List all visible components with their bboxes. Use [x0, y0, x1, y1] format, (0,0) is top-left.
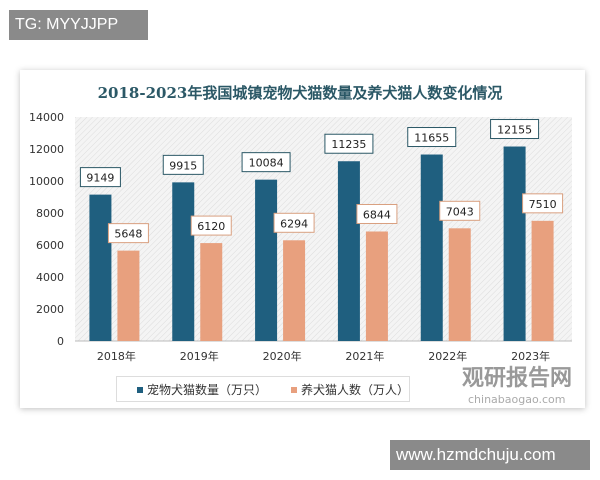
bar-pets [255, 179, 278, 341]
plot-area [75, 117, 572, 341]
bar-pets [172, 182, 195, 341]
x-tick-label: 2019年 [180, 349, 219, 363]
bar-pets [420, 154, 443, 341]
y-tick-label: 2000 [36, 303, 64, 316]
y-tick-label: 10000 [29, 175, 64, 188]
bar-pets [337, 161, 360, 341]
bar-owners [200, 243, 223, 341]
x-tick-label: 2018年 [97, 349, 136, 363]
watermark-top: TG: MYYJJPP [9, 10, 148, 40]
data-label-box [324, 133, 374, 154]
data-label: 5648 [114, 228, 142, 241]
y-tick-label: 4000 [36, 271, 64, 284]
y-tick-label: 8000 [36, 207, 64, 220]
data-label: 7510 [529, 198, 557, 211]
y-tick-label: 14000 [29, 111, 64, 124]
data-label: 9915 [169, 159, 197, 172]
y-tick-label: 12000 [29, 143, 64, 156]
y-tick-label: 6000 [36, 239, 64, 252]
bar-owners [448, 228, 471, 341]
source-logo-url: chinabaogao.com [468, 393, 566, 406]
legend-label: 宠物犬猫数量（万只） [147, 382, 268, 397]
data-label-box [162, 154, 204, 175]
watermark-bottom: www.hzmdchuju.com [390, 440, 590, 470]
legend: 宠物犬猫数量（万只） 养犬猫人数（万人） [116, 376, 410, 402]
legend-item-pets: 宠物犬猫数量（万只） [137, 381, 267, 398]
data-label: 6120 [197, 220, 225, 233]
data-label: 11235 [331, 138, 366, 151]
data-label-box [107, 223, 149, 244]
data-label-box [273, 212, 315, 233]
data-label: 7043 [446, 205, 474, 218]
bar-owners [283, 240, 306, 341]
data-label-box [522, 193, 564, 214]
legend-label: 养犬猫人数（万人） [301, 382, 410, 397]
bar-owners [365, 231, 388, 341]
data-label-box [439, 200, 481, 221]
data-label-box [490, 119, 540, 140]
data-label-box [190, 215, 232, 236]
bar-pets [89, 194, 112, 341]
legend-swatch [291, 387, 297, 393]
data-label-box [407, 127, 457, 148]
data-label: 12155 [497, 124, 532, 137]
x-tick-label: 2023年 [511, 349, 550, 363]
bar-pets [503, 146, 526, 341]
data-label-box [356, 203, 398, 224]
x-tick-label: 2022年 [428, 349, 467, 363]
data-label-box [241, 152, 291, 173]
x-tick-label: 2020年 [263, 349, 302, 363]
data-label-box [79, 167, 121, 188]
legend-item-owners: 养犬猫人数（万人） [291, 381, 409, 398]
bar-owners [531, 220, 554, 341]
data-label: 6294 [280, 217, 308, 230]
data-label: 10084 [249, 157, 284, 170]
bar-owners [117, 250, 140, 341]
data-label: 9149 [86, 172, 114, 185]
x-tick-label: 2021年 [345, 349, 384, 363]
legend-swatch [137, 387, 143, 393]
chart-title: 2018-2023年我国城镇宠物犬猫数量及养犬猫人数变化情况 [97, 84, 503, 102]
data-label: 11655 [414, 132, 449, 145]
source-logo: 观研报告网 [462, 366, 573, 391]
y-tick-label: 0 [57, 335, 64, 348]
data-label: 6844 [363, 208, 391, 221]
